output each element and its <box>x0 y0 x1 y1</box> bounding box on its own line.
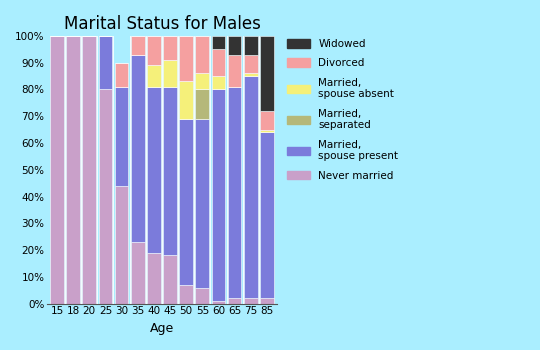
Bar <box>244 298 258 304</box>
Bar <box>83 36 96 304</box>
Bar <box>244 76 258 298</box>
Title: Marital Status for Males: Marital Status for Males <box>64 15 260 33</box>
Bar <box>260 111 274 130</box>
Bar <box>163 256 177 304</box>
Bar <box>147 253 161 304</box>
Bar <box>260 36 274 111</box>
Bar <box>163 60 177 87</box>
Bar <box>114 87 129 186</box>
Bar <box>195 74 209 90</box>
Bar <box>114 186 129 304</box>
Bar <box>179 119 193 285</box>
Bar <box>131 55 145 242</box>
Bar <box>228 87 241 298</box>
Bar <box>260 130 274 132</box>
Bar <box>244 74 258 76</box>
Bar <box>195 90 209 119</box>
Bar <box>99 90 112 304</box>
Bar <box>50 36 64 304</box>
Bar <box>147 36 161 65</box>
Bar <box>195 288 209 304</box>
Bar <box>212 90 225 301</box>
Bar <box>228 55 241 87</box>
X-axis label: Age: Age <box>150 322 174 335</box>
Bar <box>244 36 258 55</box>
Bar <box>179 82 193 119</box>
Bar <box>260 298 274 304</box>
Bar <box>179 285 193 304</box>
Bar <box>212 301 225 304</box>
Bar <box>195 36 209 74</box>
Bar <box>260 132 274 298</box>
Bar <box>195 119 209 288</box>
Bar <box>147 87 161 253</box>
Bar <box>212 36 225 49</box>
Bar <box>163 36 177 60</box>
Bar <box>163 87 177 256</box>
Bar <box>212 76 225 90</box>
Bar <box>244 55 258 74</box>
Bar <box>228 36 241 55</box>
Bar <box>131 36 145 55</box>
Bar <box>66 36 80 304</box>
Bar <box>114 63 129 87</box>
Bar <box>212 49 225 76</box>
Bar <box>228 298 241 304</box>
Bar <box>131 242 145 304</box>
Bar <box>147 65 161 87</box>
Bar <box>179 36 193 82</box>
Bar <box>99 36 112 90</box>
Legend: Widowed, Divorced, Married,
spouse absent, Married,
separated, Married,
spouse p: Widowed, Divorced, Married, spouse absen… <box>284 36 402 184</box>
